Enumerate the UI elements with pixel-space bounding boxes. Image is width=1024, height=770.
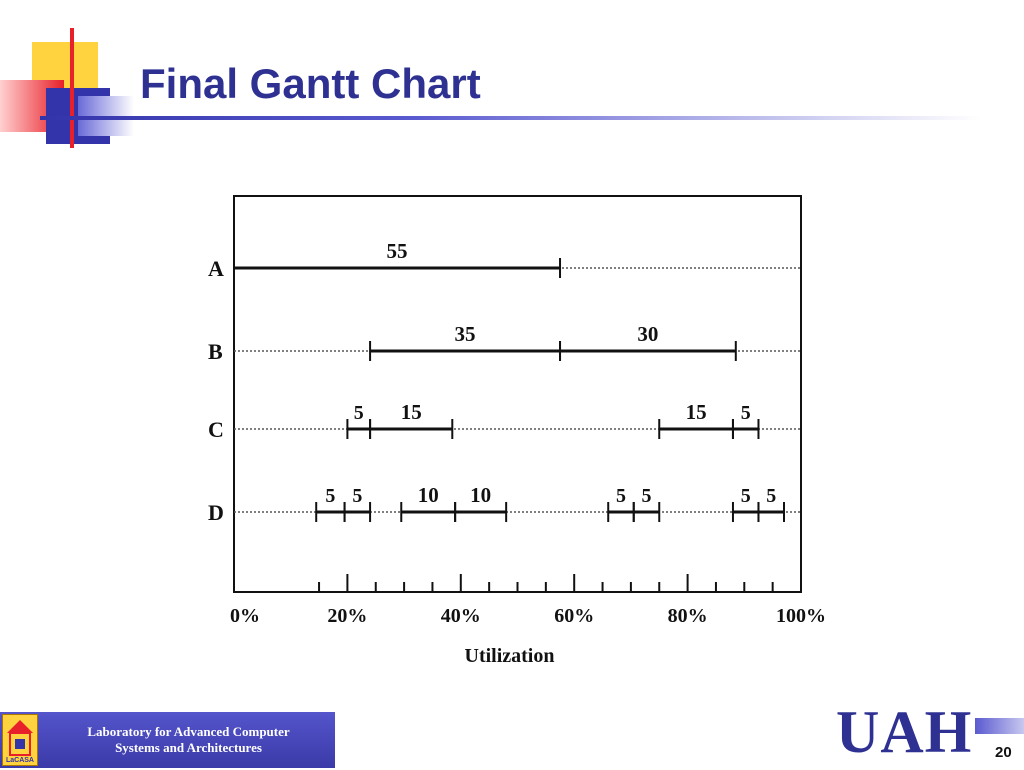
segment-label: 5 bbox=[352, 485, 362, 507]
row-label: B bbox=[208, 339, 223, 364]
uah-logo: UAH bbox=[836, 699, 973, 765]
segment-label: 5 bbox=[766, 485, 776, 507]
segment-label: 15 bbox=[686, 400, 707, 424]
lab-name: Laboratory for Advanced Computer Systems… bbox=[46, 724, 331, 756]
x-tick-label: 0% bbox=[230, 605, 260, 627]
house-icon: LaCASA bbox=[6, 720, 34, 764]
segment-label: 5 bbox=[354, 402, 364, 424]
x-tick-label: 60% bbox=[554, 605, 594, 627]
x-tick-label: 20% bbox=[327, 605, 367, 627]
segment-label: 10 bbox=[418, 483, 439, 507]
lab-name-line2: Systems and Architectures bbox=[115, 740, 262, 755]
segment-label: 5 bbox=[325, 485, 335, 507]
plot-frame bbox=[233, 195, 802, 593]
page-number: 20 bbox=[995, 744, 1012, 761]
x-tick-label: 100% bbox=[776, 605, 826, 627]
uah-bar-deco bbox=[975, 718, 1024, 734]
segment-label: 5 bbox=[741, 402, 751, 424]
segment-label: 55 bbox=[387, 239, 408, 263]
segment-label: 30 bbox=[637, 322, 658, 346]
slide-title: Final Gantt Chart bbox=[140, 60, 481, 107]
x-tick-label: 80% bbox=[668, 605, 708, 627]
lab-banner bbox=[0, 712, 335, 768]
segment-label: 5 bbox=[641, 485, 651, 507]
row-label: D bbox=[208, 500, 224, 525]
lacasa-logo: LaCASA bbox=[2, 714, 38, 766]
red-vertical-line-deco bbox=[70, 28, 74, 148]
lab-name-line1: Laboratory for Advanced Computer bbox=[87, 724, 290, 739]
row-label: C bbox=[208, 417, 224, 442]
x-tick-label: 40% bbox=[441, 605, 481, 627]
segment-label: 5 bbox=[741, 485, 751, 507]
segment-label: 35 bbox=[455, 322, 476, 346]
logo-text: LaCASA bbox=[6, 757, 34, 764]
title-underline bbox=[40, 116, 980, 120]
segment-label: 10 bbox=[470, 483, 491, 507]
segment-label: 5 bbox=[616, 485, 626, 507]
row-label: A bbox=[208, 256, 224, 281]
x-axis-label: Utilization bbox=[465, 645, 555, 667]
segment-label: 15 bbox=[401, 400, 422, 424]
